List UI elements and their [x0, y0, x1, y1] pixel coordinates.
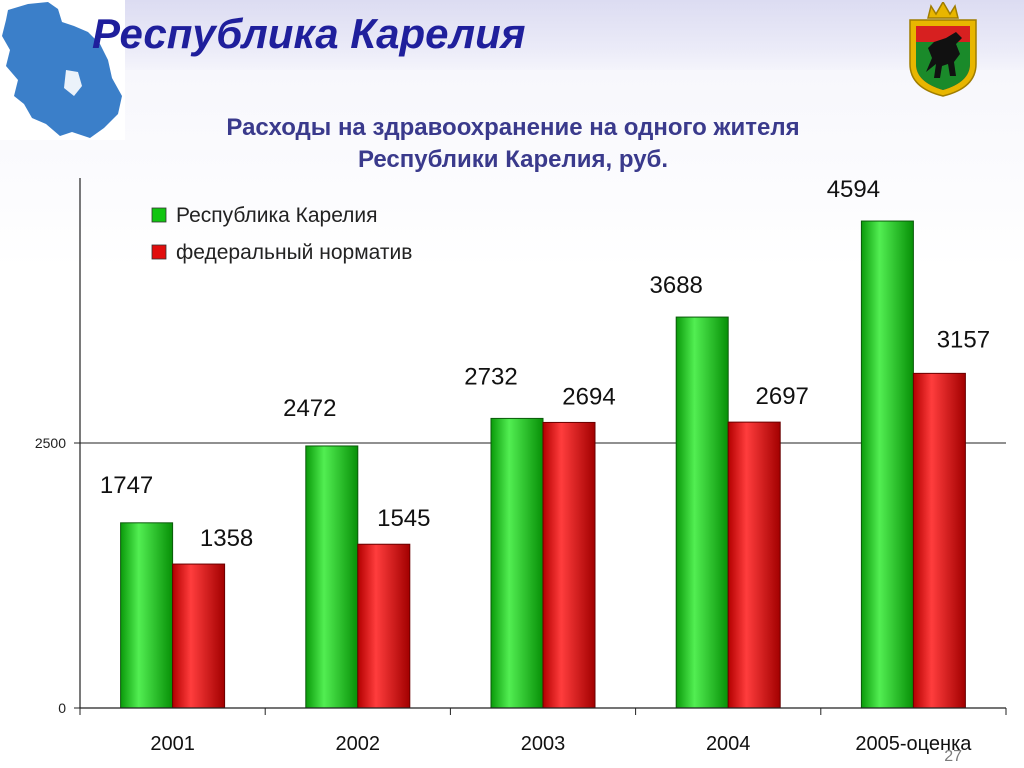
- bar-karelia-2004: [675, 316, 729, 709]
- x-tick-label: 2001: [150, 733, 195, 755]
- legend-label: Республика Карелия: [176, 204, 378, 227]
- bar-federal-2003: [542, 421, 596, 709]
- data-label: 3688: [650, 272, 703, 299]
- karelia-map: [0, 0, 125, 140]
- bar-karelia-2003: [490, 417, 544, 709]
- bar-federal-2005-оценка: [912, 372, 966, 709]
- data-label: 2732: [464, 363, 517, 390]
- bar-karelia-2001: [120, 522, 174, 709]
- x-tick-label: 2004: [706, 733, 751, 755]
- bar-karelia-2005-оценка: [860, 220, 914, 709]
- bar-karelia-2002: [305, 445, 359, 709]
- chart-title: Расходы на здравоохранение на одного жит…: [150, 112, 876, 176]
- legend-label: федеральный норматив: [176, 241, 412, 264]
- legend-swatch-federal: [151, 244, 167, 260]
- chart-title-line-1: Расходы на здравоохранение на одного жит…: [226, 114, 800, 141]
- legend-swatch-karelia: [151, 207, 167, 223]
- chart-title-line-2: Республики Карелия, руб.: [357, 146, 669, 173]
- data-label: 1358: [200, 525, 253, 552]
- data-label: 4594: [827, 176, 880, 203]
- karelia-map-icon: [2, 2, 122, 138]
- coat-of-arms-icon: [909, 2, 977, 97]
- bar-federal-2004: [727, 421, 781, 709]
- slide-number: 27: [944, 748, 962, 765]
- page-title: Республика Карелия: [92, 10, 526, 57]
- x-tick-label: 2005-оценка: [855, 733, 972, 755]
- data-label: 2472: [283, 395, 336, 422]
- karelia-map-shape: [2, 2, 122, 138]
- data-label: 1545: [377, 505, 430, 532]
- data-label: 2694: [562, 383, 615, 410]
- bar-federal-2002: [357, 543, 411, 709]
- data-label: 3157: [937, 326, 990, 353]
- bar-federal-2001: [172, 563, 226, 709]
- data-label: 1747: [100, 472, 153, 499]
- x-tick-label: 2003: [521, 733, 566, 755]
- header-band: [0, 0, 1024, 70]
- x-tick-label: 2002: [336, 733, 381, 755]
- data-label: 2697: [756, 383, 809, 410]
- lake-shape: [64, 70, 82, 96]
- y-tick-label: 0: [58, 700, 66, 716]
- y-tick-label: 2500: [35, 435, 66, 451]
